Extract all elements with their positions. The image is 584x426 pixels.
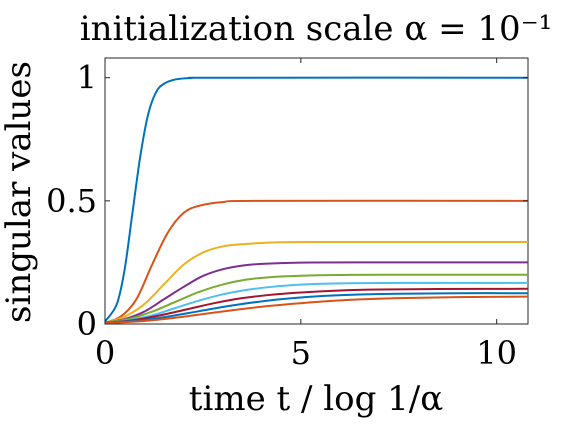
series-line-7 bbox=[104, 287, 529, 324]
series-line-1 bbox=[104, 76, 529, 323]
plot-area: 0 5 10 00.51 bbox=[46, 57, 529, 372]
series-line-6 bbox=[104, 281, 529, 324]
x-axis-ticks: 0 5 10 bbox=[95, 58, 517, 372]
series-group bbox=[104, 76, 529, 325]
x-tick-label: 0 bbox=[95, 334, 115, 372]
series-line-2 bbox=[104, 199, 529, 324]
series-line-8 bbox=[104, 292, 529, 324]
chart-title: initialization scale α = 10⁻¹ bbox=[80, 9, 553, 49]
y-tick-label: 0.5 bbox=[46, 182, 97, 220]
x-axis-label: time t / log 1/α bbox=[189, 379, 443, 419]
series-line-5 bbox=[104, 273, 529, 324]
y-tick-label: 1 bbox=[77, 59, 97, 97]
series-line-3 bbox=[104, 240, 529, 324]
series-line-9 bbox=[104, 295, 529, 325]
series-line-4 bbox=[104, 261, 529, 324]
y-tick-label: 0 bbox=[77, 305, 97, 343]
y-axis-ticks: 00.51 bbox=[46, 59, 528, 343]
y-axis-label: singular values bbox=[0, 61, 39, 323]
plot-frame bbox=[104, 57, 529, 325]
x-tick-label: 10 bbox=[476, 334, 517, 372]
x-tick-label: 5 bbox=[291, 334, 311, 372]
